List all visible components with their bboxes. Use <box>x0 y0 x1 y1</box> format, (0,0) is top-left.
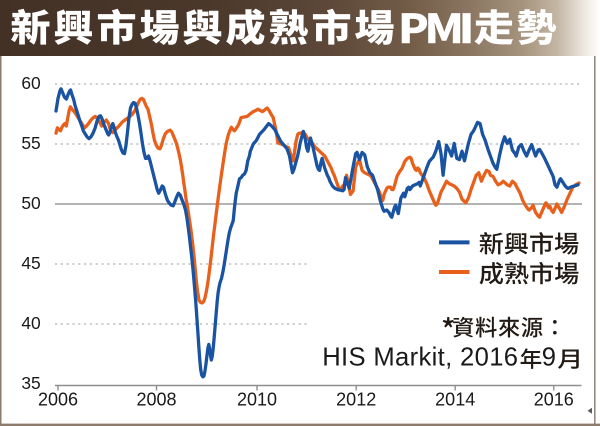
svg-text:45: 45 <box>21 253 40 273</box>
svg-text:2012: 2012 <box>336 390 376 410</box>
svg-text:2010: 2010 <box>237 390 277 410</box>
svg-text:2008: 2008 <box>136 390 176 410</box>
svg-text:60: 60 <box>21 73 40 93</box>
svg-text:2014: 2014 <box>435 390 475 410</box>
svg-text:55: 55 <box>21 133 40 153</box>
svg-text:2016: 2016 <box>534 390 574 410</box>
svg-text:2006: 2006 <box>38 390 78 410</box>
svg-text:9: 9 <box>542 344 556 372</box>
svg-text:50: 50 <box>21 193 40 213</box>
svg-text:40: 40 <box>21 313 40 333</box>
svg-text:35: 35 <box>21 373 40 393</box>
svg-text:HIS Markit, 2016: HIS Markit, 2016 <box>322 344 518 372</box>
